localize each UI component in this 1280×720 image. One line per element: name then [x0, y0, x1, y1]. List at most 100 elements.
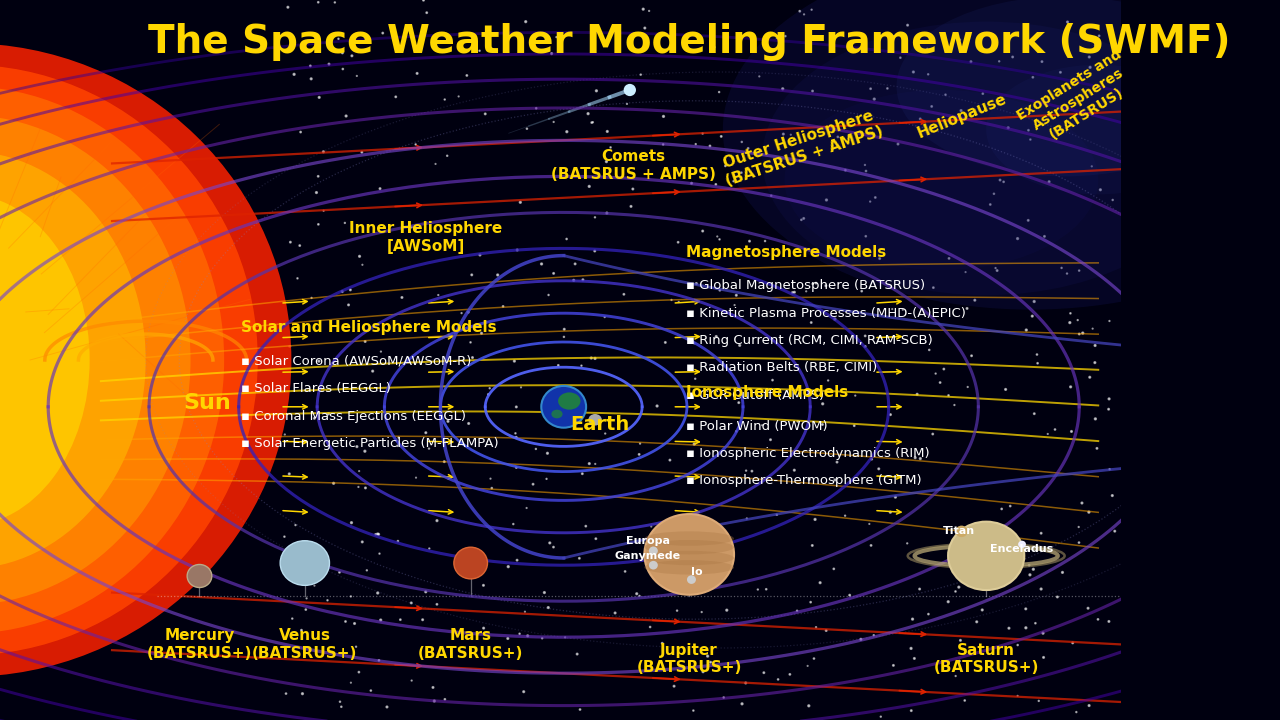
Point	[634, 4, 654, 15]
Point	[751, 420, 772, 431]
Point	[1085, 340, 1106, 351]
Point	[577, 108, 598, 120]
Point	[1030, 528, 1051, 539]
Point	[539, 289, 559, 301]
Point	[547, 32, 567, 43]
Point	[585, 246, 605, 257]
Point	[951, 105, 972, 117]
Point	[289, 240, 310, 251]
Point	[1069, 265, 1089, 276]
Point	[803, 278, 823, 289]
Point	[1069, 328, 1089, 340]
Point	[787, 415, 808, 427]
Point	[741, 465, 762, 477]
Point	[338, 299, 358, 310]
Point	[504, 356, 525, 367]
Point	[667, 605, 687, 616]
Point	[925, 368, 946, 379]
Point	[1060, 307, 1080, 319]
Ellipse shape	[649, 546, 658, 555]
Point	[695, 584, 716, 595]
Point	[692, 127, 713, 139]
Text: ▪ Radiation Belts (RBE, CIMI): ▪ Radiation Belts (RBE, CIMI)	[686, 361, 877, 374]
Point	[740, 235, 760, 247]
Point	[922, 101, 942, 112]
Point	[860, 196, 881, 207]
Point	[1061, 426, 1082, 437]
Ellipse shape	[1018, 541, 1027, 548]
Point	[461, 336, 481, 348]
Point	[856, 166, 877, 177]
Point	[1080, 62, 1101, 73]
Point	[346, 641, 366, 652]
Text: ▪ GCR Cutoff (AMPS): ▪ GCR Cutoff (AMPS)	[686, 389, 824, 402]
Point	[1021, 310, 1042, 322]
Point	[1098, 393, 1119, 405]
Point	[1079, 506, 1100, 518]
Point	[275, 688, 296, 699]
Point	[855, 230, 876, 242]
Text: ▪ Ionosphere-Thermosphere (GITM): ▪ Ionosphere-Thermosphere (GITM)	[686, 474, 922, 487]
Point	[292, 688, 312, 699]
Point	[291, 126, 311, 138]
Point	[709, 284, 730, 296]
Point	[739, 143, 759, 154]
Point	[851, 285, 872, 297]
Point	[1102, 490, 1123, 501]
Point	[1033, 652, 1053, 663]
Point	[434, 456, 454, 467]
Point	[861, 454, 882, 465]
Point	[526, 102, 547, 114]
Point	[314, 146, 334, 158]
Point	[936, 89, 956, 101]
Point	[855, 341, 876, 352]
Point	[813, 398, 833, 410]
Point	[810, 388, 831, 400]
Point	[278, 1, 298, 13]
Point	[950, 34, 970, 45]
Point	[406, 472, 426, 483]
Point	[1079, 700, 1100, 711]
Point	[1066, 706, 1087, 718]
Point	[332, 701, 352, 713]
Point	[630, 590, 650, 602]
Point	[815, 280, 836, 292]
Point	[422, 682, 443, 693]
Point	[710, 130, 731, 142]
Point	[347, 441, 367, 452]
Point	[954, 566, 974, 577]
Point	[369, 528, 389, 540]
Point	[340, 590, 361, 602]
Point	[392, 292, 412, 303]
Point	[864, 629, 884, 641]
Point	[655, 337, 676, 348]
Point	[801, 4, 822, 15]
Point	[515, 606, 535, 618]
Point	[372, 27, 393, 39]
Point	[402, 675, 422, 686]
Point	[370, 614, 390, 626]
Point	[576, 521, 596, 532]
Point	[324, 477, 344, 489]
Point	[1032, 56, 1052, 68]
Text: Ionosphere Models: Ionosphere Models	[686, 385, 849, 400]
Point	[581, 352, 602, 364]
Point	[457, 70, 477, 81]
Point	[387, 440, 407, 451]
Point	[297, 593, 317, 604]
Point	[948, 539, 969, 551]
Ellipse shape	[541, 386, 586, 428]
Point	[916, 43, 937, 55]
Point	[768, 674, 788, 685]
Point	[957, 302, 978, 314]
Point	[892, 304, 913, 315]
Point	[855, 330, 876, 342]
Point	[781, 129, 801, 140]
Text: Saturn
(BATSRUS+): Saturn (BATSRUS+)	[933, 642, 1039, 675]
Point	[1078, 603, 1098, 614]
Point	[797, 660, 818, 672]
Point	[1060, 317, 1080, 328]
Point	[292, 624, 312, 636]
Point	[870, 711, 891, 720]
Point	[888, 138, 909, 150]
